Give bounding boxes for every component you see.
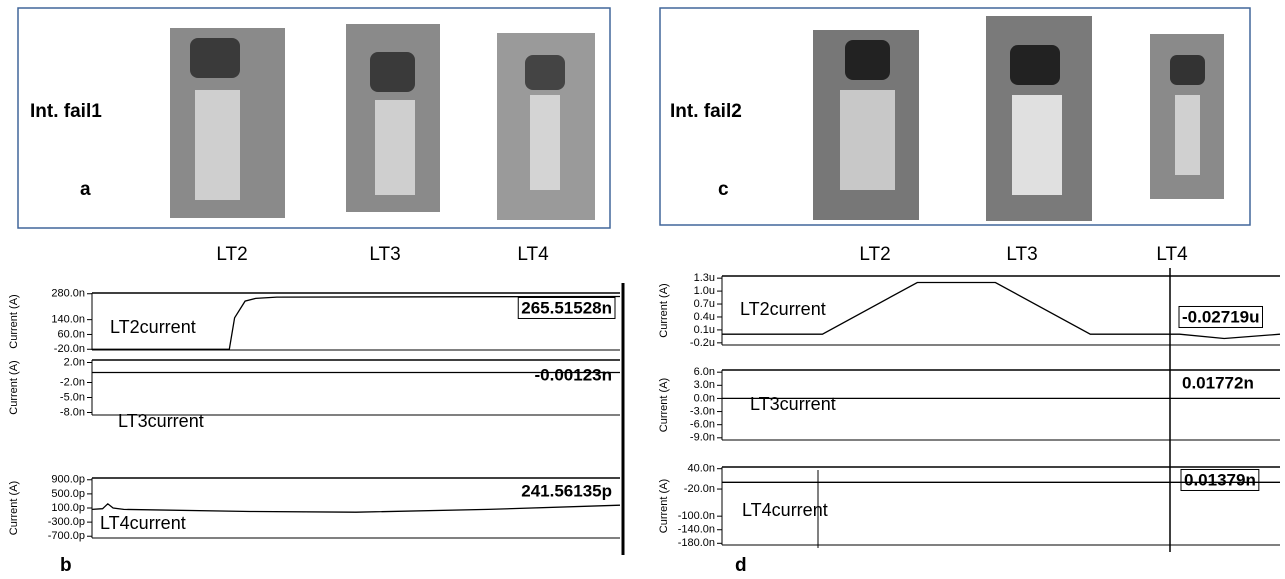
series-label: LT3current: [118, 411, 204, 431]
series-label: LT2current: [110, 317, 196, 337]
panel-letter: c: [718, 179, 729, 200]
cursor-value: 0.01379n: [1184, 470, 1256, 489]
panel-letter: d: [735, 555, 747, 576]
y-tick-label: -5.0n: [60, 391, 85, 403]
y-tick-label: -20.0n: [54, 343, 85, 355]
y-tick-label: -20.0n: [684, 483, 715, 495]
panel-letter: b: [60, 555, 72, 576]
column-label: LT2: [216, 244, 247, 265]
series-label: LT3current: [750, 394, 836, 414]
series-label: LT4current: [742, 500, 828, 520]
figure: Int. fail1 a LT2 LT3 LT4 Int. fail2 c LT…: [0, 0, 1285, 579]
y-tick-label: 40.0n: [687, 463, 715, 475]
cursor-value: -0.00123n: [535, 365, 613, 384]
y-tick-label: 3.0n: [694, 379, 715, 391]
y-tick-label: -140.0n: [678, 524, 715, 536]
y-tick-label: 0.4u: [694, 311, 715, 323]
y-tick-label: -300.0p: [48, 516, 85, 528]
y-axis-label: Current (A): [658, 283, 670, 337]
column-label: LT4: [1156, 244, 1188, 265]
panel-title: Int. fail1: [30, 101, 102, 122]
series-label: LT4current: [100, 513, 186, 533]
cursor-value: -0.02719u: [1182, 307, 1260, 326]
column-label: LT2: [859, 244, 890, 265]
y-tick-label: -6.0n: [690, 419, 715, 431]
y-axis-label: Current (A): [8, 294, 20, 348]
y-tick-label: -0.2u: [690, 337, 715, 349]
y-tick-label: 280.0n: [51, 288, 85, 300]
column-label: LT3: [1006, 244, 1037, 265]
panel-letter: a: [80, 179, 91, 200]
y-tick-label: 60.0n: [57, 328, 85, 340]
figure-canvas: Int. fail1 a LT2 LT3 LT4 Int. fail2 c LT…: [0, 0, 1285, 579]
y-tick-label: -9.0n: [690, 432, 715, 444]
y-tick-label: 1.3u: [694, 272, 715, 284]
series-label: LT2current: [740, 299, 826, 319]
y-tick-label: 0.7u: [694, 298, 715, 310]
y-tick-label: -8.0n: [60, 406, 85, 418]
column-label: LT3: [369, 244, 400, 265]
y-axis-label: Current (A): [8, 360, 20, 414]
waveform: [92, 504, 620, 512]
cursor-value: 241.56135p: [521, 481, 612, 500]
y-axis-label: Current (A): [658, 479, 670, 533]
y-tick-label: 1.0u: [694, 285, 715, 297]
y-tick-label: -700.0p: [48, 530, 85, 542]
y-tick-label: 6.0n: [694, 366, 715, 378]
y-tick-label: -2.0n: [60, 376, 85, 388]
panel-title: Int. fail2: [670, 101, 742, 122]
y-tick-label: 140.0n: [51, 314, 85, 326]
y-axis-label: Current (A): [8, 481, 20, 535]
y-axis-label: Current (A): [658, 378, 670, 432]
column-label: LT4: [517, 244, 549, 265]
cursor-value: 265.51528n: [521, 298, 612, 317]
y-tick-label: 100.0p: [51, 502, 85, 514]
y-tick-label: 900.0p: [51, 474, 85, 486]
cursor-value: 0.01772n: [1182, 373, 1254, 392]
y-tick-label: 500.0p: [51, 488, 85, 500]
y-tick-label: 0.1u: [694, 324, 715, 336]
y-tick-label: -100.0n: [678, 510, 715, 522]
y-tick-label: 2.0n: [64, 356, 85, 368]
y-tick-label: -180.0n: [678, 537, 715, 549]
y-tick-label: 0.0n: [694, 392, 715, 404]
y-tick-label: -3.0n: [690, 405, 715, 417]
